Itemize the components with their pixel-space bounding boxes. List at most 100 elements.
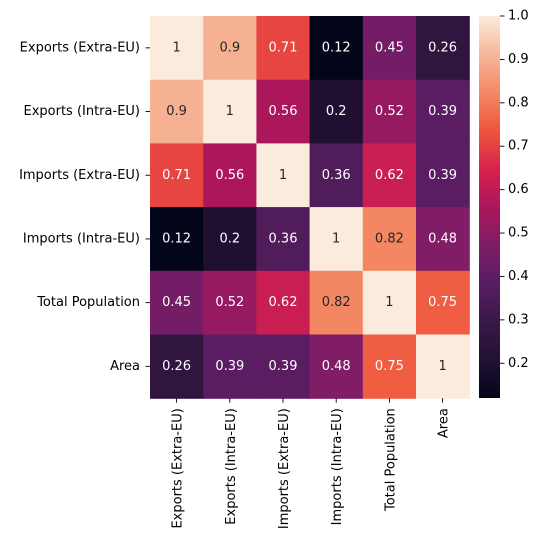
cell-value-label: 0.39 xyxy=(269,359,298,374)
cell-value-label: 0.39 xyxy=(428,168,457,183)
heatmap-cell xyxy=(203,79,257,144)
cell-value-label: 0.71 xyxy=(269,40,298,55)
cell-value-label: 0.45 xyxy=(375,40,404,55)
colorbar xyxy=(479,16,500,398)
colorbar-ticks: 0.2 0.3 0.4 0.5 0.6 0.7 0.8 0.9 1.0 xyxy=(500,9,529,371)
colorbar-tick-label: 0.5 xyxy=(508,226,529,241)
heatmap-cell xyxy=(256,334,311,399)
cell-annotations: 1 0.9 0.71 0.12 0.45 0.26 0.9 1 0.56 0.2 0.52 0.39 0… xyxy=(162,40,457,374)
heatmap-cell xyxy=(416,270,470,336)
heatmap-cell xyxy=(203,207,257,272)
cell-value-label: 0.12 xyxy=(162,231,191,246)
cell-value-label: 0.9 xyxy=(166,104,187,119)
cell-value-label: 0.75 xyxy=(375,359,404,374)
cell-value-label: 0.45 xyxy=(162,295,191,310)
cell-value-label: 0.12 xyxy=(322,40,351,55)
heatmap-cell xyxy=(416,207,470,272)
heatmap-cell xyxy=(150,143,204,208)
cell-value-label: 0.82 xyxy=(375,231,404,246)
heatmap-cell xyxy=(256,270,311,336)
heatmap-cell xyxy=(362,207,417,272)
cell-value-label: 0.52 xyxy=(375,104,404,119)
colorbar-tick-label: 0.7 xyxy=(508,139,529,154)
cell-value-label: 0.56 xyxy=(269,104,298,119)
cell-value-label: 0.71 xyxy=(162,168,191,183)
heatmap-cell xyxy=(150,270,204,336)
cell-value-label: 1 xyxy=(226,104,234,119)
cell-value-label: 0.48 xyxy=(428,231,457,246)
y-tick-label: Imports (Extra-EU) xyxy=(19,168,140,183)
heatmap-cell xyxy=(150,207,204,272)
heatmap-cell xyxy=(362,16,417,81)
cell-value-label: 0.52 xyxy=(215,295,244,310)
heatmap-cells xyxy=(150,16,470,399)
cell-value-label: 0.82 xyxy=(322,295,351,310)
heatmap-cell xyxy=(256,79,311,144)
y-tick-label: Imports (Intra-EU) xyxy=(23,231,140,246)
cell-value-label: 0.56 xyxy=(215,168,244,183)
x-tick-label: Total Population xyxy=(383,408,398,512)
cell-value-label: 0.62 xyxy=(375,168,404,183)
cell-value-label: 0.26 xyxy=(162,359,191,374)
y-axis-tick-labels: Exports (Extra-EU) Exports (Intra-EU) Impo… xyxy=(19,40,150,374)
colorbar-tick-label: 0.8 xyxy=(508,95,529,110)
heatmap-cell xyxy=(362,334,417,399)
heatmap-cell xyxy=(203,270,257,336)
heatmap-cell xyxy=(416,16,470,81)
colorbar-tick-label: 0.3 xyxy=(508,312,529,327)
cell-value-label: 0.2 xyxy=(326,104,347,119)
y-tick-label: Exports (Extra-EU) xyxy=(20,40,140,55)
heatmap-cell xyxy=(150,79,204,144)
heatmap-cell xyxy=(203,143,257,208)
heatmap-cell xyxy=(203,16,257,81)
cell-value-label: 0.2 xyxy=(219,231,240,246)
x-tick-label: Exports (Extra-EU) xyxy=(171,408,186,528)
heatmap-cell xyxy=(416,143,470,208)
heatmap-cell xyxy=(362,143,417,208)
y-tick-label: Total Population xyxy=(36,295,140,310)
heatmap-cell xyxy=(309,143,364,208)
heatmap-cell xyxy=(256,207,311,272)
y-tick-label: Exports (Intra-EU) xyxy=(23,104,140,119)
x-tick-label: Imports (Extra-EU) xyxy=(277,408,292,529)
colorbar-tick-label: 0.4 xyxy=(508,269,529,284)
heatmap-cell xyxy=(416,79,470,144)
heatmap-cell xyxy=(256,16,311,81)
heatmap-cell xyxy=(362,79,417,144)
heatmap-cell xyxy=(203,334,257,399)
cell-value-label: 1 xyxy=(438,359,446,374)
x-tick-label: Imports (Intra-EU) xyxy=(330,408,345,525)
cell-value-label: 0.36 xyxy=(269,231,298,246)
cell-value-label: 0.9 xyxy=(219,40,240,55)
y-tick-label: Area xyxy=(110,359,140,374)
x-axis-tick-labels: Exports (Extra-EU) Exports (Intra-EU) Impo… xyxy=(171,398,452,529)
heatmap-cell xyxy=(362,270,417,336)
heatmap-cell xyxy=(256,143,311,208)
colorbar-tick-label: 0.2 xyxy=(508,356,529,371)
colorbar-tick-label: 0.6 xyxy=(508,182,529,197)
cell-value-label: 1 xyxy=(172,40,180,55)
heatmap-cell xyxy=(309,207,364,272)
cell-value-label: 0.36 xyxy=(322,168,351,183)
cell-value-label: 0.48 xyxy=(322,359,351,374)
cell-value-label: 1 xyxy=(332,231,340,246)
cell-value-label: 0.26 xyxy=(428,40,457,55)
cell-value-label: 0.39 xyxy=(428,104,457,119)
heatmap-cell xyxy=(309,16,364,81)
heatmap-cell xyxy=(416,334,470,399)
x-tick-label: Exports (Intra-EU) xyxy=(224,408,239,525)
heatmap-cell xyxy=(309,79,364,144)
cell-value-label: 1 xyxy=(279,168,287,183)
heatmap-cell xyxy=(150,16,204,81)
colorbar-tick-label: 1.0 xyxy=(508,9,529,24)
cell-value-label: 0.62 xyxy=(269,295,298,310)
cell-value-label: 0.39 xyxy=(215,359,244,374)
cell-value-label: 1 xyxy=(385,295,393,310)
heatmap-cell xyxy=(309,334,364,399)
heatmap-cell xyxy=(150,334,204,399)
cell-value-label: 0.75 xyxy=(428,295,457,310)
colorbar-tick-label: 0.9 xyxy=(508,52,529,67)
heatmap-cell xyxy=(309,270,364,336)
x-tick-label: Area xyxy=(437,408,452,438)
